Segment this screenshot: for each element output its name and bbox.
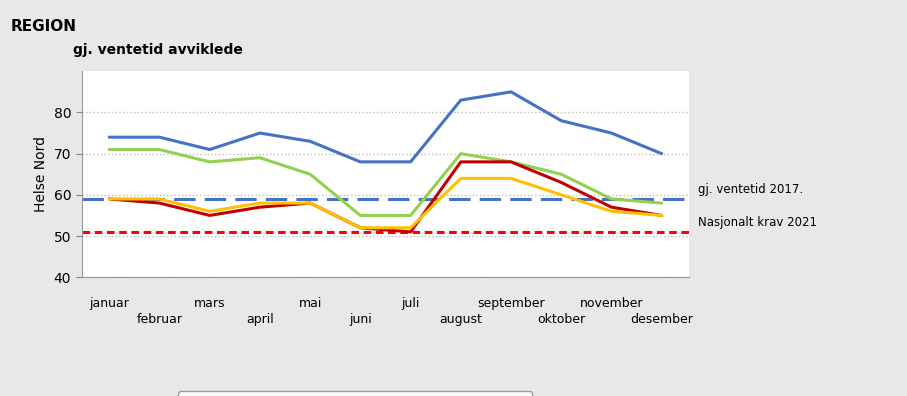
2017: [657, 213, 668, 218]
Text: desember: desember: [630, 313, 693, 326]
2018: [455, 176, 466, 181]
2018: [556, 192, 567, 197]
2017: [204, 213, 215, 218]
2016: [657, 201, 668, 206]
2017: [305, 201, 316, 206]
2016: [255, 155, 266, 160]
Line: 2017: 2017: [109, 162, 662, 232]
2015: [556, 118, 567, 123]
2018: [355, 225, 366, 230]
2016: [154, 147, 165, 152]
2015: [455, 98, 466, 103]
2017: [505, 160, 516, 164]
Text: oktober: oktober: [537, 313, 585, 326]
Text: januar: januar: [89, 297, 129, 310]
2015: [103, 135, 114, 139]
2015: [305, 139, 316, 144]
2016: [556, 172, 567, 177]
2016: [204, 160, 215, 164]
Text: april: april: [246, 313, 274, 326]
Line: 2015: 2015: [109, 92, 662, 162]
2018: [255, 201, 266, 206]
2017: [103, 196, 114, 201]
2015: [255, 131, 266, 135]
2016: [505, 160, 516, 164]
2018: [154, 196, 165, 201]
Legend: 2015, 2016, 2017, 2018: 2015, 2016, 2017, 2018: [178, 391, 532, 396]
2015: [405, 160, 416, 164]
2017: [455, 160, 466, 164]
Text: mars: mars: [194, 297, 226, 310]
Text: juni: juni: [349, 313, 372, 326]
2018: [505, 176, 516, 181]
2017: [154, 201, 165, 206]
2017: [355, 225, 366, 230]
Text: juli: juli: [402, 297, 420, 310]
2018: [606, 209, 617, 214]
2018: [657, 213, 668, 218]
Line: 2018: 2018: [109, 178, 662, 228]
Line: 2016: 2016: [109, 150, 662, 215]
2018: [305, 201, 316, 206]
Text: september: september: [477, 297, 545, 310]
2015: [355, 160, 366, 164]
2017: [405, 230, 416, 234]
Text: november: november: [580, 297, 643, 310]
Text: gj. ventetid avviklede: gj. ventetid avviklede: [73, 44, 242, 57]
Text: mai: mai: [298, 297, 322, 310]
2015: [154, 135, 165, 139]
2018: [405, 225, 416, 230]
Text: august: august: [439, 313, 483, 326]
2016: [405, 213, 416, 218]
2016: [606, 196, 617, 201]
2017: [606, 205, 617, 209]
Text: REGION: REGION: [11, 19, 77, 34]
2016: [305, 172, 316, 177]
2016: [103, 147, 114, 152]
2018: [204, 209, 215, 214]
2015: [606, 131, 617, 135]
2017: [255, 205, 266, 209]
2015: [505, 89, 516, 94]
Text: Nasjonalt krav 2021: Nasjonalt krav 2021: [697, 216, 816, 229]
Text: gj. ventetid 2017.: gj. ventetid 2017.: [697, 183, 803, 196]
Text: februar: februar: [136, 313, 182, 326]
2018: [103, 196, 114, 201]
2016: [355, 213, 366, 218]
2015: [204, 147, 215, 152]
2015: [657, 151, 668, 156]
2017: [556, 180, 567, 185]
2016: [455, 151, 466, 156]
Y-axis label: Helse Nord: Helse Nord: [34, 136, 48, 212]
